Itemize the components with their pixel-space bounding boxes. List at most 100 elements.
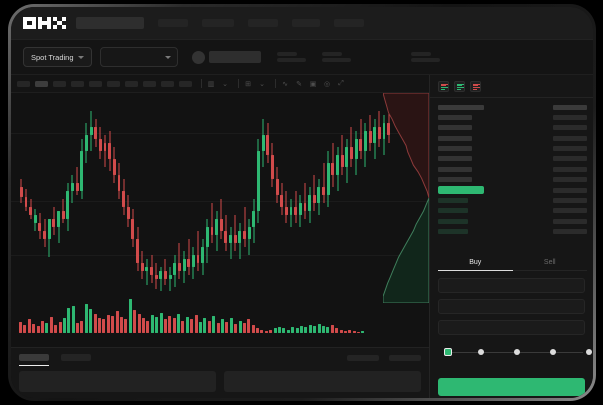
orderbook-bid-row[interactable] <box>438 217 587 225</box>
timeframe-option-3[interactable] <box>71 80 84 87</box>
submit-buy-button[interactable] <box>438 378 585 396</box>
orderbook-bid-row[interactable] <box>438 228 587 236</box>
timeframe-option-6[interactable] <box>125 80 138 87</box>
orderbook-cell-right <box>553 135 587 141</box>
candle <box>359 99 363 299</box>
nav-item-3[interactable] <box>248 19 278 27</box>
chevron-down-icon[interactable]: ⌄ <box>222 80 228 88</box>
order-book[interactable] <box>430 98 593 250</box>
orderbook-cell-left <box>438 208 468 214</box>
timeframe-option-5[interactable] <box>107 80 120 87</box>
candlestick-series <box>19 99 391 299</box>
slider-stop-100[interactable] <box>586 348 592 355</box>
volume-bar <box>282 328 286 333</box>
volume-bar <box>269 329 273 333</box>
nav-item-5[interactable] <box>334 19 364 27</box>
compare-icon[interactable]: ⊞ <box>245 80 251 88</box>
candle <box>122 99 126 299</box>
candle <box>196 99 200 299</box>
candle <box>173 99 177 299</box>
volume-bar <box>251 325 255 333</box>
volume-bar <box>185 317 189 333</box>
orderbook-ask-row[interactable] <box>438 124 587 132</box>
pencil-icon[interactable]: ✎ <box>296 80 302 88</box>
candle <box>294 99 298 299</box>
fullscreen-icon[interactable]: ⤢ <box>338 79 344 87</box>
orders-card-2[interactable] <box>224 371 421 392</box>
tab-order-history[interactable] <box>61 354 91 361</box>
price-field[interactable] <box>438 278 585 293</box>
tab-open-orders[interactable] <box>19 354 49 366</box>
orderbook-ask-row[interactable] <box>438 176 587 184</box>
timeframe-option-1[interactable] <box>35 80 48 87</box>
timeframe-option-7[interactable] <box>143 80 156 87</box>
spot-trading-dropdown[interactable]: Spot Trading <box>23 47 92 67</box>
indicator-icon[interactable]: ▥ <box>207 80 215 88</box>
timeframe-option-9[interactable] <box>179 80 192 87</box>
orderbook-bid-row[interactable] <box>438 207 587 215</box>
orderbook-cell-left <box>438 198 468 204</box>
target-icon[interactable]: ◎ <box>323 80 331 88</box>
chevron-down-icon <box>77 55 84 59</box>
app-screen: Spot Trading ▥ ⌄ ⊞ ⌄ ∿ ✎ ▣ <box>11 7 593 398</box>
nav-item-2[interactable] <box>202 19 234 27</box>
volume-bar <box>229 318 233 333</box>
orderbook-bid-row[interactable] <box>438 197 587 205</box>
orderbook-cell-left <box>438 146 472 152</box>
volume-bar <box>207 320 211 333</box>
candle <box>387 99 391 299</box>
line-wave-icon[interactable]: ∿ <box>282 80 288 88</box>
timeframe-option-0[interactable] <box>17 80 30 87</box>
volume-series <box>19 297 391 333</box>
total-field[interactable] <box>438 320 585 335</box>
orderbook-asks-icon[interactable] <box>470 81 481 92</box>
chevron-down-icon[interactable]: ⌄ <box>259 80 265 88</box>
candle <box>270 99 274 299</box>
okx-logo[interactable] <box>23 16 66 30</box>
orderbook-spread-row[interactable] <box>438 186 587 195</box>
orders-card-1[interactable] <box>19 371 216 392</box>
timeframe-option-4[interactable] <box>89 80 102 87</box>
volume-bar <box>40 320 44 333</box>
timeframe-option-2[interactable] <box>53 80 66 87</box>
nav-item-1[interactable] <box>158 19 188 27</box>
timeframe-option-8[interactable] <box>161 80 174 87</box>
tab-buy[interactable]: Buy <box>438 254 513 271</box>
logo-letter-o <box>23 16 36 30</box>
orderbook-bids-icon[interactable] <box>454 81 465 92</box>
search-input[interactable] <box>76 17 144 29</box>
volume-bar <box>155 317 159 333</box>
amount-percent-slider[interactable] <box>444 347 592 357</box>
amount-field[interactable] <box>438 299 585 314</box>
slider-handle[interactable] <box>444 348 452 356</box>
candle <box>136 99 139 299</box>
trading-pair-select[interactable] <box>99 47 178 67</box>
volume-bar <box>335 328 339 333</box>
orderbook-ask-row[interactable] <box>438 113 587 121</box>
orders-action-1[interactable] <box>347 354 379 361</box>
camera-icon[interactable]: ▣ <box>309 80 317 88</box>
volume-bar <box>286 329 290 333</box>
volume-bar <box>313 326 317 333</box>
orderbook-mixed-icon[interactable] <box>438 81 449 92</box>
orders-action-2[interactable] <box>389 354 421 361</box>
volume-bar <box>19 321 22 333</box>
orderbook-ask-row[interactable] <box>438 145 587 153</box>
candle <box>84 99 88 299</box>
orderbook-cell-right <box>553 166 587 172</box>
candle <box>205 99 209 299</box>
nav-item-4[interactable] <box>292 19 320 27</box>
orderbook-ask-row[interactable] <box>438 134 587 142</box>
volume-bar <box>146 320 150 333</box>
slider-stop-50[interactable] <box>514 348 520 355</box>
tab-sell[interactable]: Sell <box>543 259 556 266</box>
price-chart[interactable] <box>11 93 429 347</box>
orderbook-ask-row[interactable] <box>438 165 587 173</box>
slider-stop-25[interactable] <box>478 348 484 355</box>
slider-stop-75[interactable] <box>550 348 556 355</box>
candle <box>117 99 121 299</box>
volume-bar <box>45 322 49 333</box>
orderbook-cell-left <box>438 166 472 172</box>
volume-bar <box>141 318 145 333</box>
orderbook-ask-row[interactable] <box>438 155 587 163</box>
